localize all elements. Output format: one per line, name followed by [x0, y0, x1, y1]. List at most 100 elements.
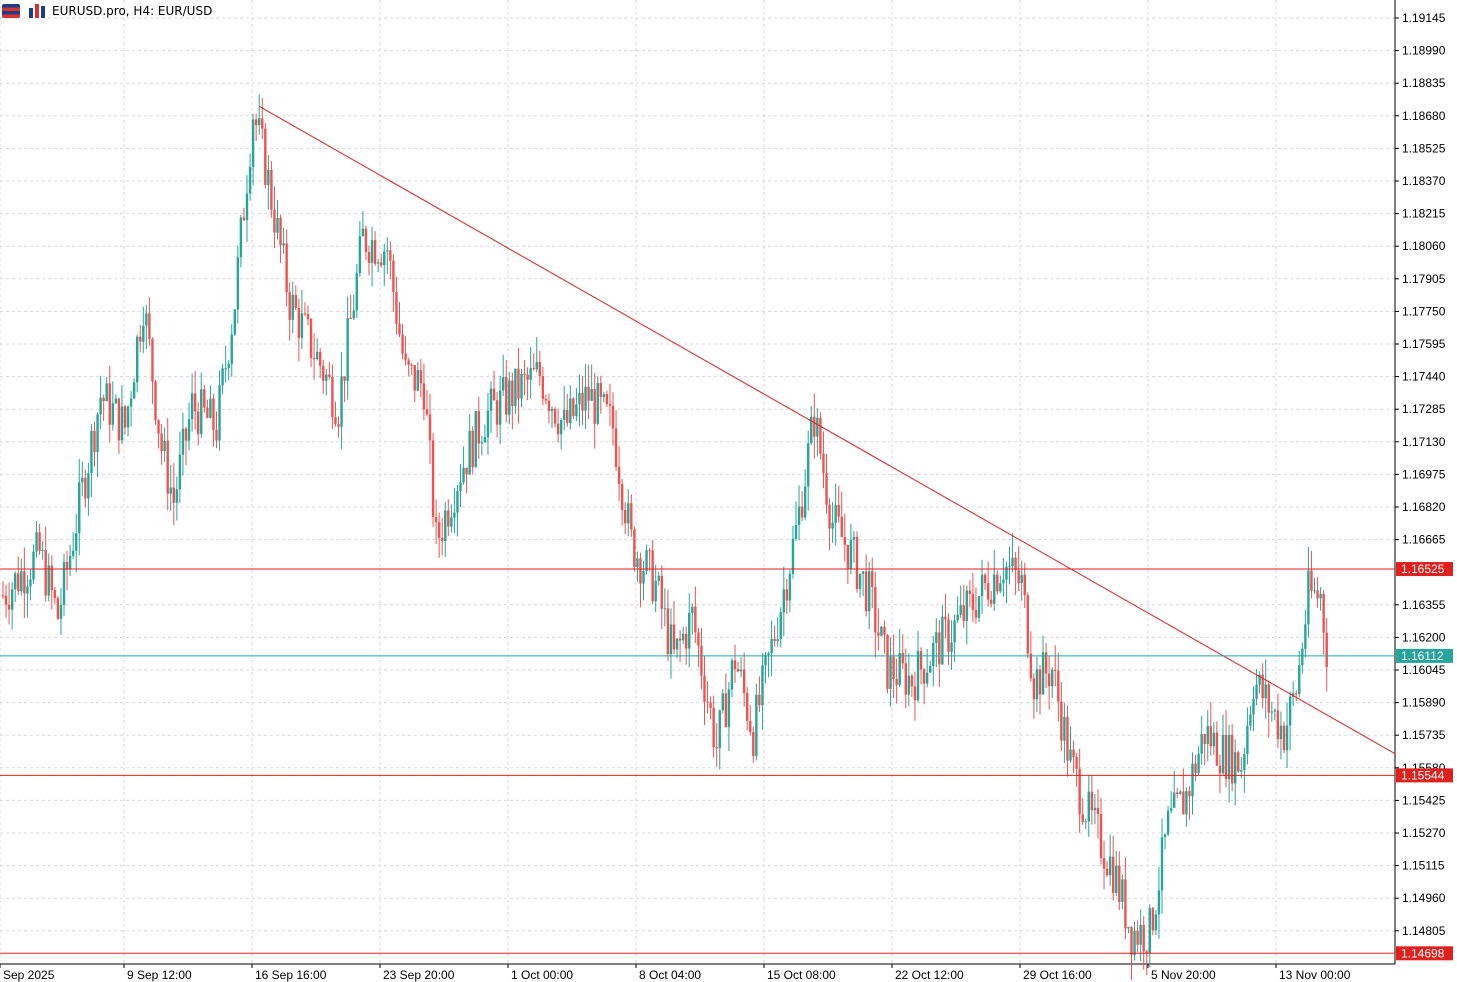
- candle: [331, 364, 334, 429]
- candle: [1261, 663, 1264, 709]
- candle: [437, 512, 441, 558]
- candle: [306, 305, 310, 326]
- candle: [965, 585, 968, 645]
- candle: [471, 426, 474, 475]
- candle-body: [910, 675, 914, 687]
- candle: [102, 394, 105, 422]
- candle-body: [1127, 926, 1130, 929]
- candle-body: [871, 571, 874, 587]
- candle: [462, 446, 465, 485]
- candle: [319, 347, 322, 379]
- candle: [715, 723, 718, 767]
- candle: [474, 410, 477, 468]
- candle-body: [1108, 856, 1112, 876]
- candle: [123, 405, 127, 435]
- candle-body: [1261, 674, 1264, 699]
- candle-body: [477, 411, 480, 444]
- candle-body: [663, 608, 667, 610]
- candle: [1197, 746, 1200, 775]
- candle: [221, 363, 224, 395]
- candle-body: [511, 380, 514, 407]
- candle-body: [971, 593, 975, 610]
- candle: [1014, 552, 1017, 596]
- candle: [142, 306, 145, 354]
- candle-body: [855, 536, 859, 589]
- candle: [1243, 747, 1246, 793]
- candle: [852, 530, 856, 563]
- candle: [1081, 798, 1084, 825]
- candle: [380, 254, 383, 268]
- candle: [1151, 906, 1155, 936]
- candle-body: [1322, 593, 1325, 633]
- candle: [617, 446, 621, 502]
- chart-menu-icon[interactable]: [2, 4, 20, 18]
- candle-body: [691, 606, 694, 613]
- candle-body: [977, 596, 981, 618]
- candle-body: [858, 573, 862, 589]
- candle: [819, 411, 822, 460]
- candle: [1230, 724, 1234, 792]
- candle: [678, 629, 682, 663]
- candle: [1279, 711, 1283, 760]
- candle: [910, 673, 914, 697]
- price-tick-label: 1.15425: [1402, 793, 1446, 807]
- candle: [694, 586, 697, 643]
- candle-body: [376, 262, 380, 264]
- candle-body: [974, 609, 978, 618]
- candle-body: [370, 240, 374, 263]
- candle: [261, 98, 264, 139]
- candle: [14, 571, 17, 602]
- candle-body: [315, 351, 319, 360]
- candle-body: [1105, 868, 1109, 876]
- candle-body: [986, 582, 990, 600]
- candle: [1090, 775, 1094, 825]
- candle: [62, 553, 66, 617]
- candle: [584, 363, 587, 429]
- candle-body: [770, 638, 773, 654]
- candle: [251, 113, 255, 186]
- candle-body: [1118, 865, 1121, 902]
- candle-body: [907, 675, 911, 695]
- candle-body: [559, 419, 563, 435]
- candle-body: [334, 417, 337, 425]
- candle: [1215, 721, 1219, 766]
- candle: [1298, 650, 1301, 698]
- candle-body: [947, 619, 950, 652]
- candle-body: [517, 368, 520, 399]
- candle: [532, 353, 535, 371]
- candle-body: [1191, 763, 1194, 797]
- level-price-tag: [1396, 768, 1453, 783]
- candle: [864, 554, 868, 617]
- candle: [779, 607, 782, 648]
- candle-body: [849, 539, 853, 570]
- candle: [764, 652, 767, 684]
- candle-body: [883, 626, 886, 635]
- candle-body: [840, 516, 843, 538]
- candle-body: [1249, 714, 1252, 726]
- candle-body: [1264, 684, 1267, 699]
- candle-body: [1234, 752, 1237, 784]
- candle-body: [386, 250, 389, 252]
- bar-chart-icon[interactable]: [28, 4, 46, 18]
- candle: [825, 453, 828, 514]
- candle-body: [547, 400, 551, 412]
- time-tick-label: 29 Oct 16:00: [1023, 968, 1092, 982]
- candle-body: [1203, 734, 1206, 745]
- candle: [163, 427, 166, 462]
- candle: [950, 620, 953, 670]
- candle-body: [111, 403, 114, 425]
- candle-body: [239, 217, 243, 258]
- candle-body: [1102, 858, 1106, 869]
- candle: [154, 379, 157, 425]
- candle: [1285, 702, 1289, 768]
- candle: [980, 559, 984, 615]
- candle: [1078, 748, 1081, 833]
- candle-body: [834, 505, 837, 523]
- candle-body: [434, 517, 438, 523]
- candle-body: [1011, 557, 1014, 567]
- candle-body: [59, 605, 63, 619]
- candle-body: [852, 536, 856, 540]
- level-price-label: 1.14698: [1401, 946, 1445, 960]
